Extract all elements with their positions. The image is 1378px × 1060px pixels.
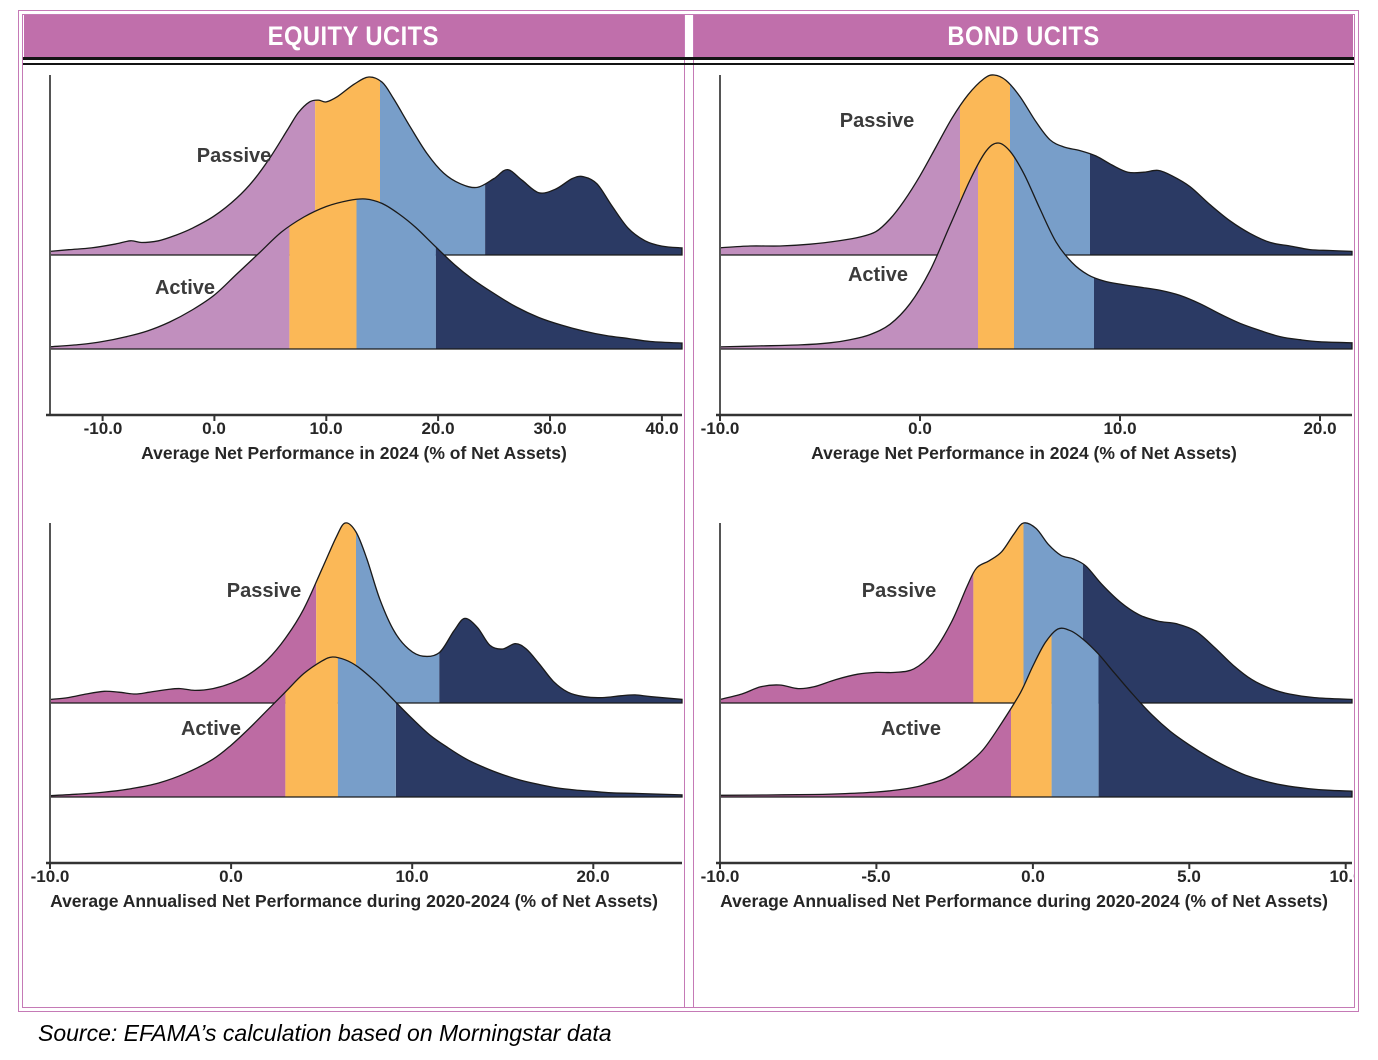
active-density-band-3: [1051, 628, 1099, 797]
x-tick-label: 10.0: [309, 419, 343, 438]
x-axis-title: Average Net Performance in 2024 (% of Ne…: [811, 443, 1237, 463]
passive-density-band-4: [1082, 563, 1352, 703]
active-density-outline: [719, 627, 1353, 798]
header-equity-ucits: EQUITY UCITS: [24, 15, 684, 57]
column-divider: [683, 15, 694, 1007]
passive-density-band-4: [439, 618, 682, 703]
x-tick-label: -5.0: [861, 867, 891, 886]
x-tick-label: 20.0: [1303, 419, 1337, 438]
active-density-band-3: [1014, 156, 1094, 349]
x-tick-label: 40.0: [645, 419, 679, 438]
passive-series-label: Passive: [839, 110, 915, 132]
charts-row-2020-2024: Passive Active -10.0 0.0 10.0 20.0 Average …: [23, 475, 1354, 923]
passive-density-band-1: [50, 100, 316, 255]
density-plot-bond-2020-2024: [716, 522, 1353, 869]
x-tick-label: 20.0: [576, 867, 610, 886]
passive-density-outline: [49, 522, 683, 704]
charts-row-2024: Passive Active -10.0 0.0 10.0 20.0 30.0 40.0 …: [23, 65, 1354, 475]
x-tick-label: 0.0: [1021, 867, 1045, 886]
active-density-band-4: [435, 246, 682, 349]
active-density-outline: [49, 198, 683, 350]
x-tick-label: -10.0: [83, 419, 123, 438]
active-density-band-1: [50, 692, 286, 797]
x-tick-label: 0.0: [202, 419, 226, 438]
panel-equity-2024: Passive Active -10.0 0.0 10.0 20.0 30.0 40.0 …: [24, 65, 684, 475]
header-equity-label: EQUITY UCITS: [268, 20, 440, 51]
x-tick-label: 5.0: [1177, 867, 1201, 886]
active-density-band-3: [337, 657, 396, 797]
x-tick-labels: -10.0 0.0 10.0 20.0: [24, 867, 684, 889]
header-bond-label: BOND UCITS: [947, 20, 1100, 51]
x-tick-label: 20.0: [421, 419, 455, 438]
panel-bond-2024: Passive Active -10.0 0.0 10.0 20.0 Average …: [694, 65, 1354, 475]
density-plot-equity-2020-2024: [46, 522, 683, 869]
chart-frame-inner: EQUITY UCITS BOND UCITS Passive Active -…: [22, 14, 1355, 1008]
active-density-band-3: [356, 198, 436, 349]
x-tick-label: -10.0: [700, 867, 740, 886]
x-tick-label: 10.0: [1103, 419, 1137, 438]
active-density-band-2: [1011, 634, 1052, 797]
passive-density-band-4: [1090, 153, 1352, 255]
x-axis-title: Average Annualised Net Performance durin…: [720, 891, 1328, 911]
header-double-rule: [23, 57, 1354, 65]
panel-equity-2020-2024: Passive Active -10.0 0.0 10.0 20.0 Average …: [24, 513, 684, 923]
passive-density-outline: [719, 522, 1353, 704]
x-axis-title: Average Annualised Net Performance durin…: [50, 891, 658, 911]
active-density-band-4: [1098, 654, 1352, 797]
active-density-band-1: [720, 164, 978, 349]
passive-series-label: Passive: [226, 580, 302, 602]
active-density-band-2: [289, 199, 357, 349]
x-tick-label: -10.0: [700, 419, 740, 438]
active-density-outline: [719, 142, 1353, 350]
x-tick-labels: -10.0 0.0 10.0 20.0 30.0 40.0: [24, 419, 684, 441]
density-plot-bond-2024: [716, 74, 1353, 421]
active-series-label: Active: [180, 718, 242, 740]
x-tick-labels: -10.0 0.0 10.0 20.0: [694, 419, 1354, 441]
active-density-band-1: [50, 226, 290, 349]
active-series-label: Active: [880, 718, 942, 740]
x-tick-label: 10.0: [395, 867, 429, 886]
active-density-band-4: [395, 702, 682, 797]
active-density-band-1: [720, 708, 1011, 797]
passive-density-band-3: [356, 532, 440, 703]
passive-density-band-1: [720, 105, 960, 255]
x-tick-label: -10.0: [30, 867, 70, 886]
x-tick-label: 0.0: [908, 419, 932, 438]
source-note: Source: EFAMA’s calculation based on Mor…: [38, 1020, 612, 1046]
active-density-band-4: [1094, 277, 1352, 349]
active-density-band-2: [285, 656, 338, 797]
active-density-outline: [49, 656, 683, 798]
x-tick-label: 10.0: [1329, 867, 1354, 886]
passive-density-band-2: [316, 522, 357, 703]
header-row: EQUITY UCITS BOND UCITS: [23, 15, 1354, 57]
passive-density-band-2: [973, 523, 1024, 703]
passive-series-label: Passive: [861, 580, 937, 602]
header-bond-ucits: BOND UCITS: [693, 15, 1353, 57]
x-tick-labels: -10.0 -5.0 0.0 5.0 10.0: [694, 867, 1354, 889]
density-plot-equity-2024: [46, 75, 683, 421]
x-axis-title: Average Net Performance in 2024 (% of Ne…: [141, 443, 567, 463]
panel-bond-2020-2024: Passive Active -10.0 -5.0 0.0 5.0 10.0 Avera…: [694, 513, 1354, 923]
active-series-label: Active: [154, 277, 216, 299]
active-density-band-2: [978, 143, 1014, 349]
x-tick-label: 30.0: [533, 419, 567, 438]
passive-density-outline: [719, 74, 1353, 256]
chart-frame: EQUITY UCITS BOND UCITS Passive Active -…: [18, 10, 1359, 1012]
passive-density-outline: [49, 76, 683, 256]
active-series-label: Active: [847, 264, 909, 286]
x-tick-label: 0.0: [219, 867, 243, 886]
passive-series-label: Passive: [196, 145, 272, 167]
passive-density-band-3: [380, 80, 486, 255]
